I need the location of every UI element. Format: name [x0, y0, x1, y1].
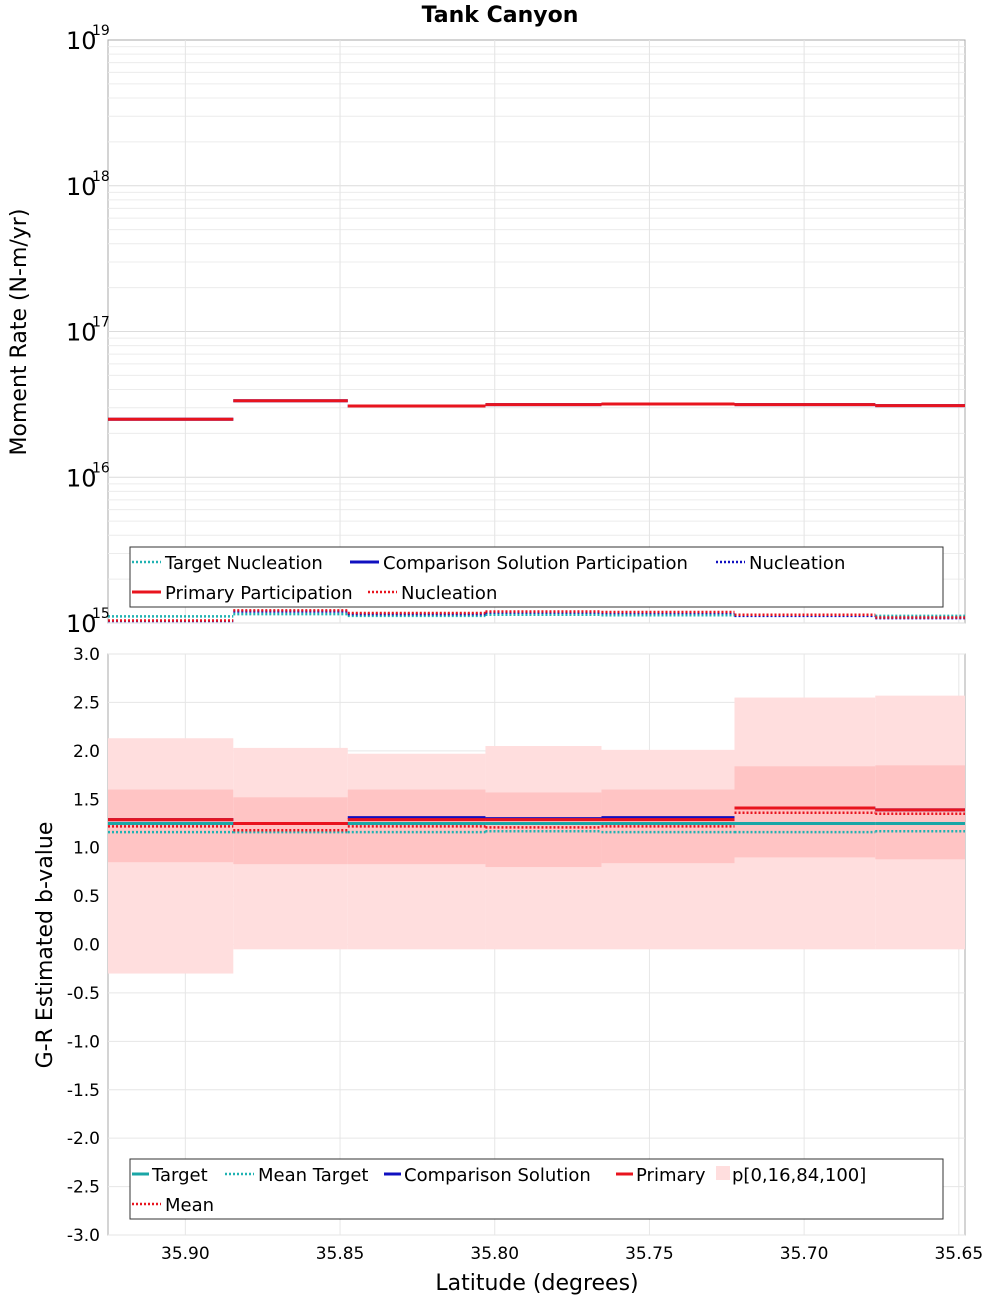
x-tick-label: 35.90: [161, 1244, 210, 1264]
y-tick-label: -1.0: [67, 1032, 100, 1052]
y-tick-label: -1.5: [67, 1081, 100, 1101]
legend-label: Comparison Solution: [404, 1165, 591, 1186]
y-tick-base: 10: [66, 464, 97, 492]
band-p16-p84: [601, 789, 735, 864]
y-tick-label: 1.5: [73, 790, 100, 810]
y-tick-base: 10: [66, 27, 97, 55]
y-tick-exponent: 19: [92, 23, 110, 39]
latitude-x-ticks: 35.90 35.85 35.80 35.75 35.70 35.65: [161, 1244, 983, 1264]
x-tick-label: 35.80: [470, 1244, 519, 1264]
y-tick-label: 1.0: [73, 839, 100, 859]
y-tick-base: 10: [66, 319, 97, 347]
legend-label: Target: [151, 1165, 208, 1186]
b-value-series-1: [108, 829, 965, 834]
y-tick-label: 0.5: [73, 887, 100, 907]
y-tick-base: 10: [66, 610, 97, 638]
y-tick-exponent: 18: [92, 169, 110, 185]
legend-label: Mean: [165, 1195, 214, 1216]
legend-label: Primary Participation: [165, 583, 353, 604]
b-value-y-ticks: 3.0 2.5 2.0 1.5 1.0 0.5 0.0 -0.5 -1.0 -1.5 -2.0 -2.…: [67, 645, 100, 1246]
b-value-series-3: [108, 806, 965, 825]
moment-series-4: [108, 609, 965, 622]
y-tick-label: -3.0: [67, 1226, 100, 1246]
legend-label: Mean Target: [258, 1165, 368, 1186]
legend-label: Primary: [636, 1165, 706, 1186]
x-tick-label: 35.85: [316, 1244, 365, 1264]
y-tick-exponent: 15: [92, 606, 110, 622]
y-tick-label: 2.0: [73, 742, 100, 762]
latitude-x-axis-label: Latitude (degrees): [435, 1271, 638, 1296]
y-tick-label: -0.5: [67, 984, 100, 1004]
moment-rate-y-axis-label: Moment Rate (N-m/yr): [7, 209, 32, 456]
y-tick-label: -2.5: [67, 1178, 100, 1198]
legend-box: [129, 1158, 944, 1220]
b-value-y-axis-label: G-R Estimated b-value: [33, 822, 58, 1069]
legend-label: Nucleation: [749, 553, 845, 574]
legend-label: Comparison Solution Participation: [383, 553, 688, 574]
chart-title: Tank Canyon: [422, 3, 579, 28]
b-value-panel: 3.0 2.5 2.0 1.5 1.0 0.5 0.0 -0.5 -1.0 -1.5 -2.0 -2.…: [33, 645, 983, 1296]
y-tick-exponent: 17: [92, 315, 110, 331]
y-tick-exponent: 16: [92, 460, 110, 476]
moment-series-3: [108, 399, 965, 421]
y-tick-label: 0.0: [73, 936, 100, 956]
y-tick-label: 3.0: [73, 645, 100, 665]
legend-label: Target Nucleation: [164, 553, 323, 574]
moment-rate-legend: Target Nucleation Comparison Solution Par…: [129, 546, 944, 608]
band-p16-p84: [875, 765, 965, 860]
y-tick-label: 2.5: [73, 693, 100, 713]
y-tick-base: 10: [66, 173, 97, 201]
x-tick-label: 35.75: [625, 1244, 674, 1264]
b-value-legend: Target Mean Target Comparison Solution Prim…: [129, 1158, 944, 1220]
legend-box: [129, 546, 944, 608]
b-value-series-4: [108, 811, 965, 832]
y-tick-label: -2.0: [67, 1129, 100, 1149]
legend-swatch: [716, 1166, 730, 1180]
moment-rate-series: [108, 399, 965, 623]
b-value-series: [108, 806, 965, 834]
legend-label: Nucleation: [401, 583, 497, 604]
x-tick-label: 35.65: [934, 1244, 983, 1264]
band-p16-p84: [108, 789, 234, 863]
band-p16-p84: [485, 792, 602, 868]
legend-label: p[0,16,84,100]: [732, 1165, 866, 1186]
x-tick-label: 35.70: [780, 1244, 829, 1264]
